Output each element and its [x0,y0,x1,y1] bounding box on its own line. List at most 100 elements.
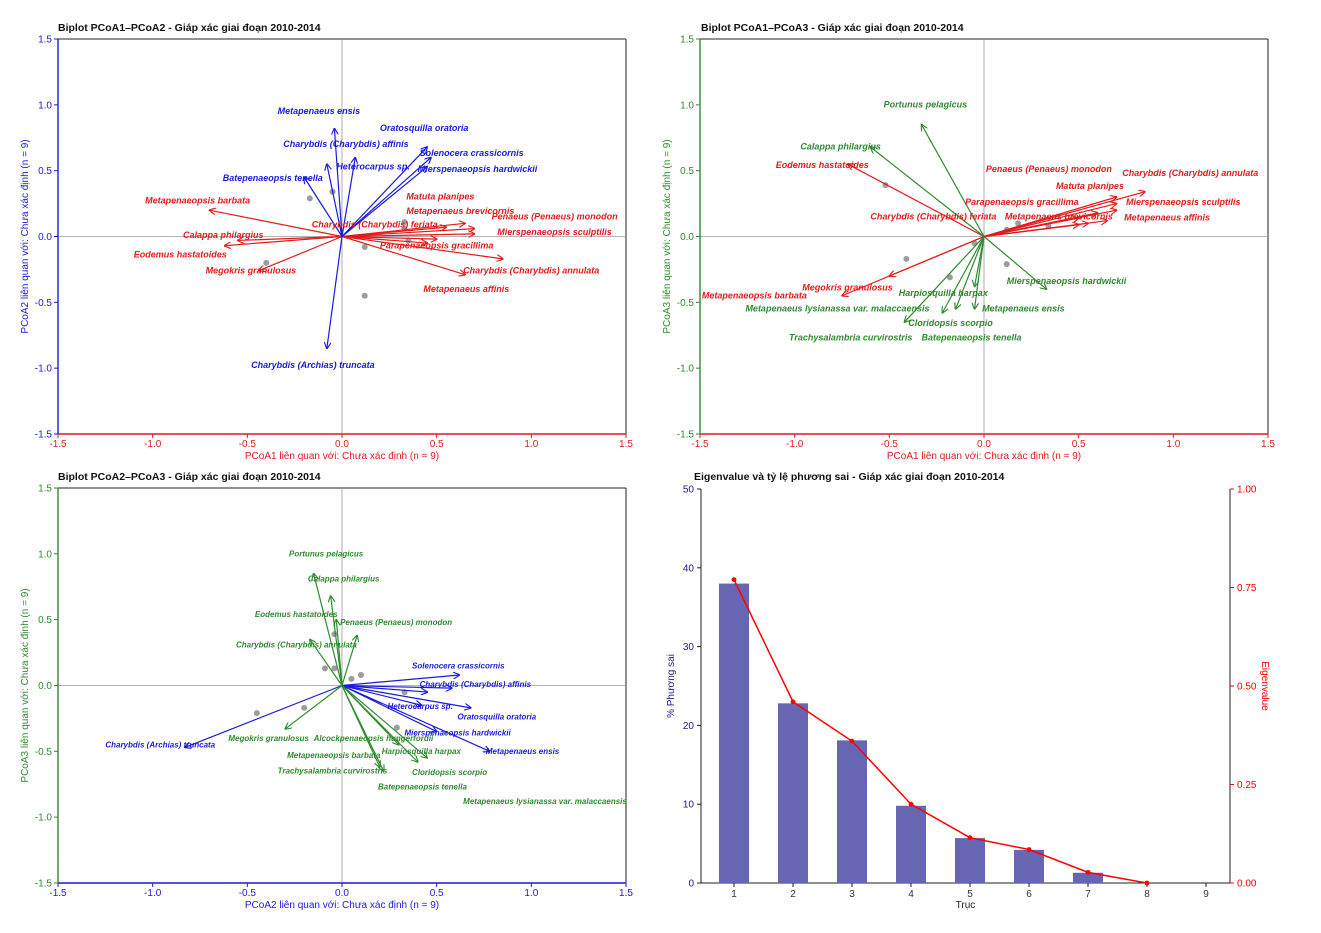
y-tick-label: 0.5 [38,615,52,626]
y2-tick-label: 0.25 [1237,780,1257,791]
loading-arrow [341,167,427,237]
y-tick-label: 30 [683,642,695,653]
x-tick-label: -0.5 [881,439,899,450]
y-tick-label: 0.5 [38,166,52,177]
species-label: Eodemus hastatoides [255,610,338,619]
loading-arrow [956,236,985,309]
x-tick-label: 1.0 [524,439,538,450]
species-label: Oratosquilla oratoria [380,123,469,133]
loading-arrow [341,237,437,240]
species-label: Penaeus (Penaeus) monodon [492,211,619,221]
species-label: Cloridopsis scorpio [412,768,487,777]
x-tick-label: 0.5 [430,439,444,450]
species-label: Charybdis (Charybdis) feriata [312,219,438,229]
species-label: Portunus pelagicus [884,99,968,109]
x-tick-label: 1.5 [619,439,633,450]
y-tick-label: 0 [688,879,694,890]
loading-arrow [975,236,985,287]
x-tick-label: 1 [731,889,737,900]
site-point [321,665,328,672]
y-tick-label: -1.0 [35,813,53,824]
y-tick-label: -0.5 [677,298,695,309]
species-label: Calappa philargius [183,230,264,240]
species-label: Parapenaeopsis gracillima [380,240,494,250]
species-label: Metapenaeus ensis [982,304,1065,314]
y2-tick-label: 0.50 [1237,682,1257,693]
loading-arrow [341,229,475,238]
site-point [253,710,260,717]
species-label: Eodemus hastatoides [134,250,227,260]
loading-arrow [341,234,475,237]
loading-arrow [983,197,1117,238]
y-axis-label: % Phương sai [666,654,677,718]
species-label: Charybdis (Charybdis) annulata [463,265,599,275]
y-tick-label: 1.5 [38,35,52,46]
species-label: Penaeus (Penaeus) monodon [986,164,1113,174]
site-point [903,255,910,262]
loading-arrow [341,684,490,752]
species-label: Eodemus hastatoides [776,160,869,170]
site-point [331,665,338,672]
site-point [1003,261,1010,268]
y2-axis-label: Eigenvalue [1259,661,1270,711]
biplot-panel-1: Biplot PCoA1–PCoA2 - Giáp xác giai đoạn … [20,22,633,462]
eigenvalue-point [1085,869,1091,875]
eigenvalue-point [908,801,914,807]
site-point [1015,220,1022,227]
biplot-panel-3: Biplot PCoA2–PCoA3 - Giáp xác giai đoạn … [20,471,633,911]
x-axis-label: Trục [956,900,976,911]
chart-title: Biplot PCoA1–PCoA3 - Giáp xác giai đoạn … [701,22,964,34]
x-tick-label: -1.5 [691,439,709,450]
species-label: Charybdis (Charybdis) feriata [870,211,996,221]
loading-arrow [334,129,343,237]
species-label: Solenocera crassicornis [420,148,524,158]
variance-bar [1073,872,1103,883]
x-tick-label: 0.0 [335,888,349,899]
loading-arrow [975,236,985,309]
species-label: Parapenaeopsis gracillima [965,197,1079,207]
species-label: Matuta planipes [1056,181,1124,191]
loading-arrow [341,235,465,275]
loading-arrow [285,685,343,729]
x-tick-label: -1.0 [144,888,162,899]
y-tick-label: -1.0 [677,364,695,375]
loading-arrow [259,235,343,271]
variance-bar [778,703,808,883]
eigenvalue-point [1144,880,1150,886]
y-axis-label: PCoA3 liên quan với: Chưa xác định (n = … [20,588,31,782]
site-point [301,704,308,711]
chart-title: Eigenvalue và tỷ lệ phương sai - Giáp xá… [694,471,1005,483]
y2-tick-label: 1.00 [1237,485,1257,496]
species-label: Mierspenaeopsis hardwickii [1007,276,1127,286]
loading-arrow [983,204,1117,238]
variance-bar [719,583,749,883]
x-tick-label: 2 [790,889,796,900]
loading-arrow [304,177,343,237]
loading-arrow [341,684,422,706]
x-tick-label: 4 [908,889,914,900]
loading-arrow [341,685,427,758]
species-label: Portunus pelagicus [289,549,364,558]
y-tick-label: 40 [683,563,695,574]
variance-bar [896,805,926,883]
y-tick-label: 0.0 [38,232,52,243]
site-point [361,244,368,251]
eigenvalue-line [733,579,1148,884]
loading-arrow [870,147,985,237]
species-label: Calappa philargius [308,574,380,583]
species-label: Metapenaeus affinis [1124,213,1210,223]
species-label: Calappa philargius [800,142,881,152]
y2-tick-label: 0.00 [1237,879,1257,890]
site-point [331,631,338,638]
x-tick-label: 1.0 [1166,439,1180,450]
species-label: Cloridopsis scorpio [908,318,993,328]
x-axis-label: PCoA1 liên quan với: Chưa xác định (n = … [245,451,439,462]
loading-arrow [238,235,343,241]
species-label: Heterocarpus sp. [387,702,452,711]
species-label: Megokris granulosus [228,734,309,743]
species-label: Solenocera crassicornis [412,661,505,670]
eigenvalue-point [849,738,855,744]
loading-arrow [341,635,357,686]
species-label: Trachysalambria curvirostris [789,333,912,343]
site-point [361,292,368,299]
